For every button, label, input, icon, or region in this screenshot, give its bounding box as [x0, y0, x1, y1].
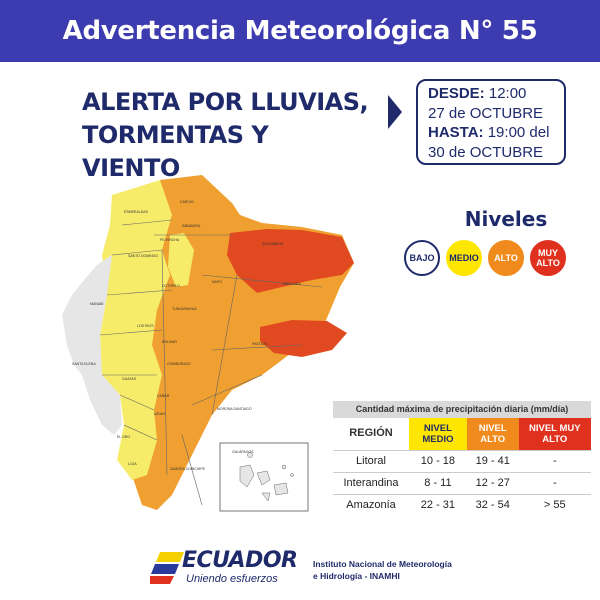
cell-region: Interandina	[333, 471, 409, 494]
province-label: BOLIVAR	[162, 340, 177, 344]
province-label: CHIMBORAZO	[167, 362, 191, 366]
alert-line-1: ALERTA POR LLUVIAS,	[82, 88, 369, 116]
flag-stripes-icon	[150, 552, 184, 584]
levels-title: Niveles	[464, 207, 548, 231]
table-row: Amazonía 22 - 31 32 - 54 > 55	[333, 493, 591, 516]
ecuador-alert-map: ESMERALDAS CARCHI IMBABURA SUCUMBIOS PICHINC…	[62, 175, 354, 512]
province-label: CARCHI	[180, 200, 193, 204]
cell-alto: 19 - 41	[466, 449, 519, 472]
ecuador-logo: ECUADOR Uniendo esfuerzos	[150, 548, 298, 590]
province-label: CAÑAR	[157, 393, 170, 398]
institute-line-2: e Hidrología - INAMHI	[313, 571, 400, 581]
province-label: LOJA	[128, 462, 137, 466]
map-zone-medio	[100, 180, 172, 480]
province-label: SUCUMBIOS	[262, 242, 284, 246]
table-row: Interandina 8 - 11 12 - 27 -	[333, 471, 591, 494]
brand-name: ECUADOR	[182, 548, 298, 573]
institute-line-1: Instituto Nacional de Meteorología	[313, 559, 452, 569]
cell-medio: 8 - 11	[409, 471, 467, 494]
province-label: SANTA ELENA	[72, 362, 96, 366]
province-label: ORELLANA	[282, 282, 301, 286]
province-label: NAPO	[212, 280, 222, 284]
map-zone-bajo	[62, 255, 122, 435]
table-caption: Cantidad máxima de precipitación diaria …	[333, 401, 591, 418]
cell-medio: 10 - 18	[409, 449, 467, 472]
cell-alto: 12 - 27	[466, 471, 519, 494]
province-borders	[99, 219, 323, 506]
province-label: TUNGURAHUA	[172, 307, 197, 311]
warning-title: Advertencia Meteorológica N° 55	[62, 16, 538, 46]
province-label: GUAYAS	[122, 377, 137, 381]
province-label: AZUAY	[154, 412, 166, 416]
from-date: 27 de OCTUBRE	[428, 104, 544, 122]
cell-muy-alto: -	[518, 471, 591, 494]
header-nivel-alto: NIVEL ALTO	[466, 418, 519, 450]
province-labels: ESMERALDAS CARCHI IMBABURA SUCUMBIOS PICHINC…	[72, 200, 301, 471]
map-zone-muy-alto-central	[260, 320, 347, 357]
province-label: COTOPAXI	[162, 284, 180, 288]
province-label: SANTO DOMINGO	[128, 254, 158, 258]
alert-line-2: TORMENTAS Y VIENTO	[82, 121, 269, 182]
cell-alto: 32 - 54	[466, 493, 519, 516]
province-label: EL ORO	[117, 435, 130, 439]
cell-muy-alto: -	[518, 449, 591, 472]
province-label: LOS RIOS	[137, 324, 154, 328]
to-label: HASTA:	[428, 124, 484, 141]
from-label: DESDE:	[428, 85, 485, 102]
validity-period-box: DESDE: 12:00 27 de OCTUBRE HASTA: 19:00 …	[416, 79, 566, 165]
header-bar: Advertencia Meteorológica N° 55	[0, 0, 600, 62]
map-zone-muy-alto-north	[227, 229, 354, 293]
from-time: 12:00	[488, 85, 527, 102]
level-medio-badge: MEDIO	[446, 240, 482, 276]
alert-heading: ALERTA POR LLUVIAS, TORMENTAS Y VIENTO	[82, 86, 372, 185]
province-label: PICHINCHA	[160, 238, 180, 242]
cell-medio: 22 - 31	[409, 493, 467, 516]
province-label: ESMERALDAS	[124, 210, 149, 214]
province-label: IMBABURA	[182, 224, 201, 228]
cell-region: Litoral	[333, 449, 409, 472]
to-time: 19:00 del	[487, 124, 550, 141]
province-label: PASTAZA	[252, 342, 268, 346]
level-muy-alto-badge: MUY ALTO	[530, 240, 566, 276]
province-label: GALÁPAGOS	[232, 450, 254, 454]
header-nivel-muy-alto: NIVEL MUY ALTO	[518, 418, 591, 450]
cell-region: Amazonía	[333, 493, 409, 516]
province-label: MORONA SANTIAGO	[217, 407, 252, 411]
map-zone-medio-highland	[168, 233, 194, 287]
brand-slogan: Uniendo esfuerzos	[186, 573, 278, 585]
precipitation-table: Cantidad máxima de precipitación diaria …	[333, 401, 591, 516]
institute-name: Instituto Nacional de Meteorología e Hid…	[313, 558, 483, 582]
level-alto-badge: ALTO	[488, 240, 524, 276]
header-region: REGIÓN	[333, 418, 409, 450]
galapagos-islands	[239, 452, 294, 502]
header-nivel-medio: NIVEL MEDIO	[409, 418, 467, 450]
cell-muy-alto: > 55	[518, 493, 591, 516]
table-row: Litoral 10 - 18 19 - 41 -	[333, 449, 591, 472]
to-date: 30 de OCTUBRE	[428, 143, 544, 161]
level-bajo-badge: BAJO	[404, 240, 440, 276]
arrow-right-icon	[388, 95, 402, 129]
province-label: ZAMORA CHINCHIPE	[170, 467, 206, 471]
province-label: MANABI	[90, 302, 103, 306]
